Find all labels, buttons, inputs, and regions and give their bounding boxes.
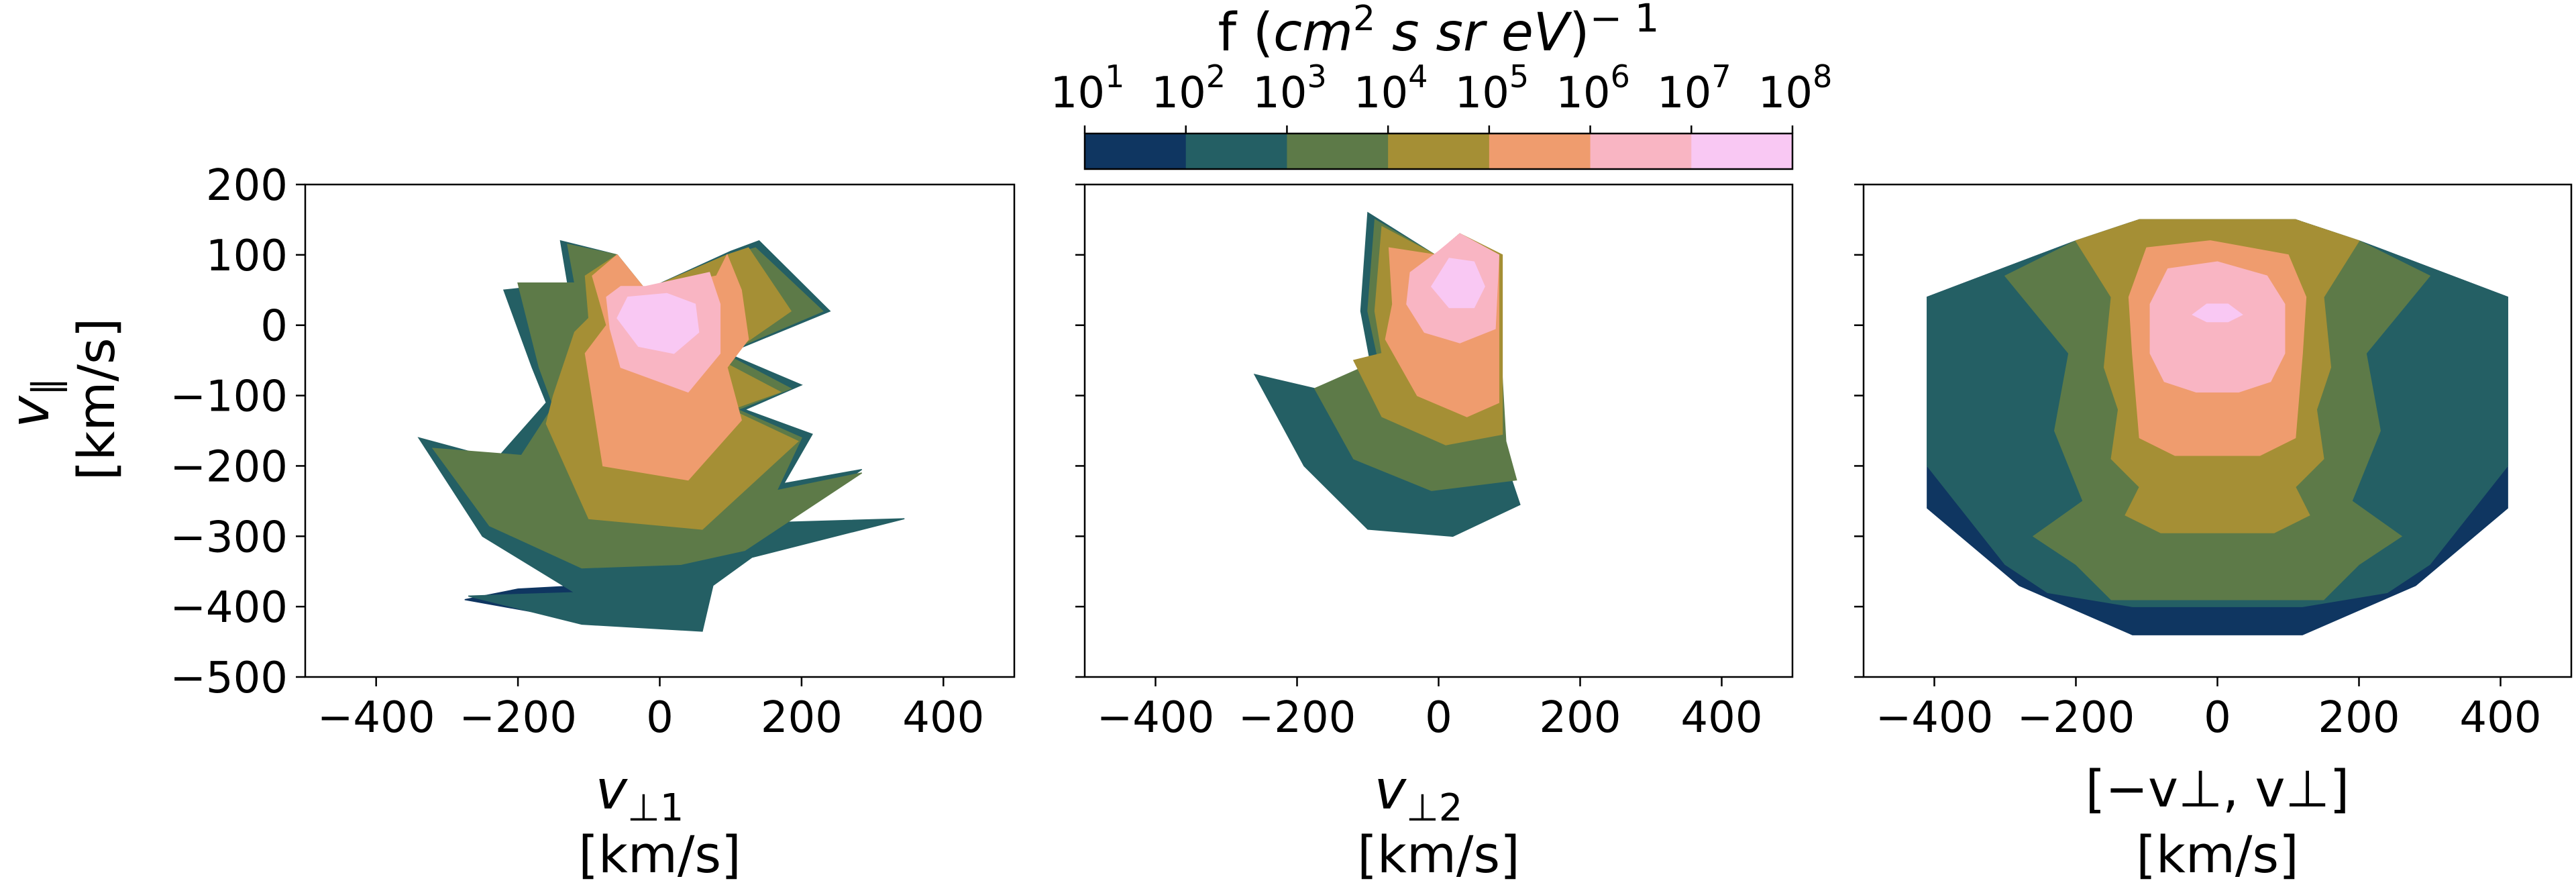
y-tick-label: −400	[170, 583, 288, 633]
x-axis-unit: [km/s]	[578, 825, 741, 884]
contour-fills	[417, 240, 905, 632]
x-tick-label: 0	[2204, 693, 2231, 743]
x-tick-label: −400	[1097, 693, 1215, 743]
colorbar-segment	[1185, 134, 1287, 169]
x-tick-label: 200	[1539, 693, 1621, 743]
colorbar-segment	[1590, 134, 1692, 169]
y-tick-label: 200	[206, 161, 288, 211]
colorbar-tick-label: 102	[1151, 58, 1226, 118]
colorbar-frame	[1083, 132, 1794, 170]
contour-fills	[1253, 211, 1521, 537]
colorbar-segment	[1085, 134, 1187, 169]
colorbar: 101 102 103 104 105 106 107 108 f (cm2 s sr eV)−…	[1051, 0, 1833, 170]
panel-1: −400 −200 0 200 400 200 100 0 −100 −200 −300 −400 −5…	[170, 161, 1016, 884]
x-axis-unit: [km/s]	[2136, 825, 2299, 884]
y-tick-label: −500	[170, 653, 288, 703]
y-tick-label: 100	[206, 231, 288, 281]
y-axis-unit: [km/s]	[66, 318, 126, 481]
colorbar-tick-label: 108	[1758, 58, 1833, 118]
x-tick-label: −200	[459, 693, 577, 743]
colorbar-title: f (cm2 s sr eV)− 1f (cm² s sr eV)⁻1	[1218, 0, 1659, 63]
y-axis-label: v∥[km/s]	[0, 318, 126, 481]
x-axis-label: v⊥2	[1375, 759, 1463, 830]
panel-2: −400 −200 0 200 400 v⊥2[km/s]	[1075, 183, 1794, 884]
x-tick-label: −400	[1876, 693, 1994, 743]
y-tick-label: −200	[170, 442, 288, 492]
contour-level-6-region	[2192, 303, 2243, 323]
contour-fills	[1927, 219, 2508, 635]
colorbar-tick-label: 106	[1556, 58, 1630, 118]
panel-3: −400 −200 0 200 400 [−v⊥, v⊥] [km/s]	[1854, 183, 2573, 884]
contour-level-5-region	[2149, 261, 2286, 393]
colorbar-segment	[1287, 134, 1389, 169]
x-axis-label: [−v⊥, v⊥]	[2086, 759, 2350, 819]
y-tick-label: 0	[260, 302, 288, 352]
colorbar-tick-label: 104	[1354, 58, 1428, 118]
colorbar-segment	[1388, 134, 1490, 169]
x-axis-label: v⊥1	[596, 759, 684, 830]
x-tick-label: 400	[2459, 693, 2541, 743]
x-tick-label: 200	[2318, 693, 2400, 743]
y-tick-label: −300	[170, 513, 288, 562]
y-axis-symbol: v∥	[0, 377, 68, 427]
x-tick-label: −200	[1238, 693, 1356, 743]
x-tick-label: 400	[902, 693, 984, 743]
x-tick-label: −200	[2017, 693, 2135, 743]
contour-level-6-region	[616, 293, 700, 354]
colorbar-tick-label: 107	[1657, 58, 1731, 118]
x-tick-label: 0	[1425, 693, 1452, 743]
contour-level-6-region	[1430, 258, 1485, 309]
colorbar-tick-label: 103	[1252, 58, 1327, 118]
colorbar-segment	[1691, 134, 1793, 169]
x-tick-label: 400	[1680, 693, 1762, 743]
colorbar-tick-label: 105	[1454, 58, 1529, 118]
colorbar-tick-label: 101	[1051, 58, 1125, 118]
x-axis-unit: [km/s]	[1357, 825, 1520, 884]
x-tick-label: 0	[646, 693, 674, 743]
colorbar-segment	[1489, 134, 1591, 169]
x-tick-label: 200	[761, 693, 843, 743]
x-tick-label: −400	[317, 693, 435, 743]
y-tick-label: −100	[170, 372, 288, 422]
